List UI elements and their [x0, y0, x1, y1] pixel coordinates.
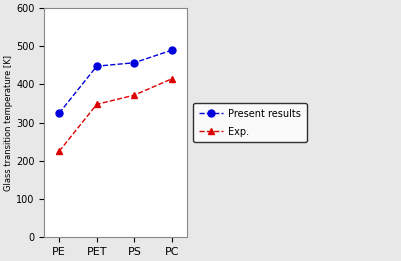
Y-axis label: Glass transition temperature [K]: Glass transition temperature [K] [4, 55, 13, 191]
Exp. [170, 77, 174, 80]
Exp. [132, 94, 137, 97]
Exp. [57, 150, 62, 153]
Line: Exp.: Exp. [56, 75, 175, 155]
Present results [94, 65, 99, 68]
Exp. [94, 103, 99, 106]
Line: Present results: Present results [56, 47, 175, 117]
Present results [170, 49, 174, 52]
Present results [132, 61, 137, 64]
Legend: Present results, Exp.: Present results, Exp. [193, 103, 307, 142]
Present results [57, 111, 62, 115]
